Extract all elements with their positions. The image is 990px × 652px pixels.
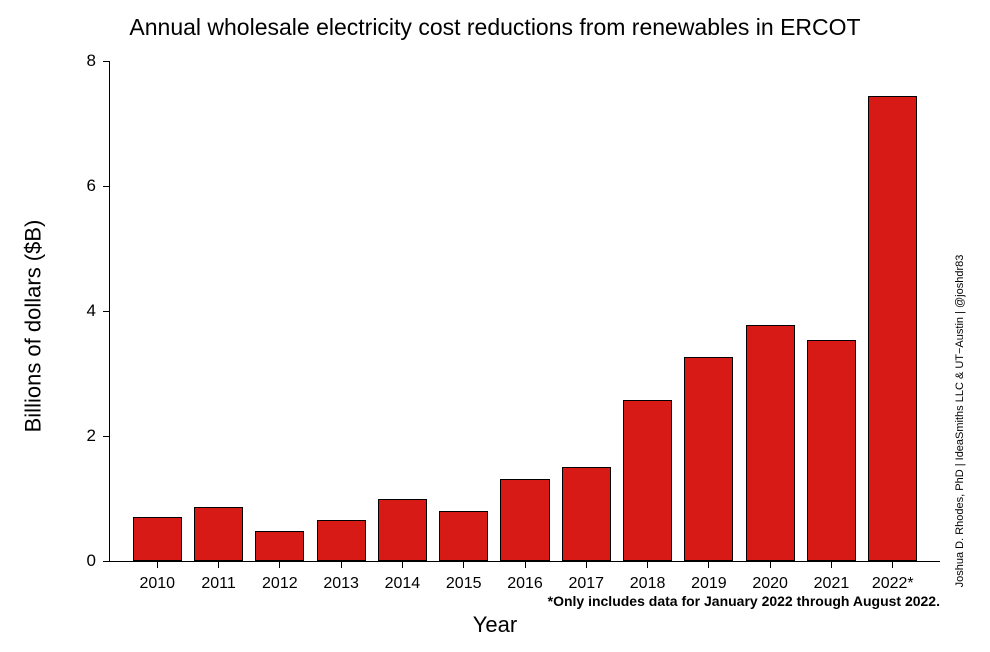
- y-tick-label: 8: [87, 51, 110, 71]
- bar: [868, 96, 917, 561]
- bar: [133, 517, 182, 561]
- x-tick-label: 2013: [323, 561, 359, 593]
- x-tick-label: 2011: [201, 561, 235, 593]
- x-tick-label: 2010: [139, 561, 175, 593]
- x-tick-label: 2012: [262, 561, 298, 593]
- bar: [623, 400, 672, 561]
- bar: [439, 511, 488, 561]
- bar: [746, 325, 795, 561]
- chart-footnote: *Only includes data for January 2022 thr…: [548, 593, 940, 609]
- x-tick-label: 2017: [568, 561, 604, 593]
- x-axis-label: Year: [0, 612, 990, 638]
- chart-title: Annual wholesale electricity cost reduct…: [0, 14, 990, 41]
- chart-container: Annual wholesale electricity cost reduct…: [0, 0, 990, 652]
- y-tick-label: 4: [87, 301, 110, 321]
- x-tick-label: 2021: [814, 561, 850, 593]
- x-tick-label: 2019: [691, 561, 727, 593]
- x-tick-label: 2016: [507, 561, 543, 593]
- y-tick-label: 6: [87, 176, 110, 196]
- x-tick-label: 2015: [446, 561, 482, 593]
- chart-credit: Joshua D. Rhodes, PhD | IdeaSmiths LLC &…: [954, 255, 966, 588]
- y-tick-label: 2: [87, 426, 110, 446]
- y-axis-label: Billions of dollars ($B): [18, 0, 48, 652]
- y-tick-label: 0: [87, 551, 110, 571]
- x-tick-label: 2022*: [872, 561, 914, 593]
- bar: [255, 531, 304, 561]
- bar: [684, 357, 733, 561]
- bar: [500, 479, 549, 562]
- bar: [194, 507, 243, 561]
- bar: [807, 340, 856, 561]
- bar: [562, 467, 611, 561]
- x-tick-label: 2018: [630, 561, 666, 593]
- plot-area: 0246820102011201220132014201520162017201…: [110, 61, 940, 561]
- x-tick-label: 2014: [385, 561, 421, 593]
- bar: [317, 520, 366, 561]
- bar: [378, 499, 427, 562]
- x-tick-label: 2020: [752, 561, 788, 593]
